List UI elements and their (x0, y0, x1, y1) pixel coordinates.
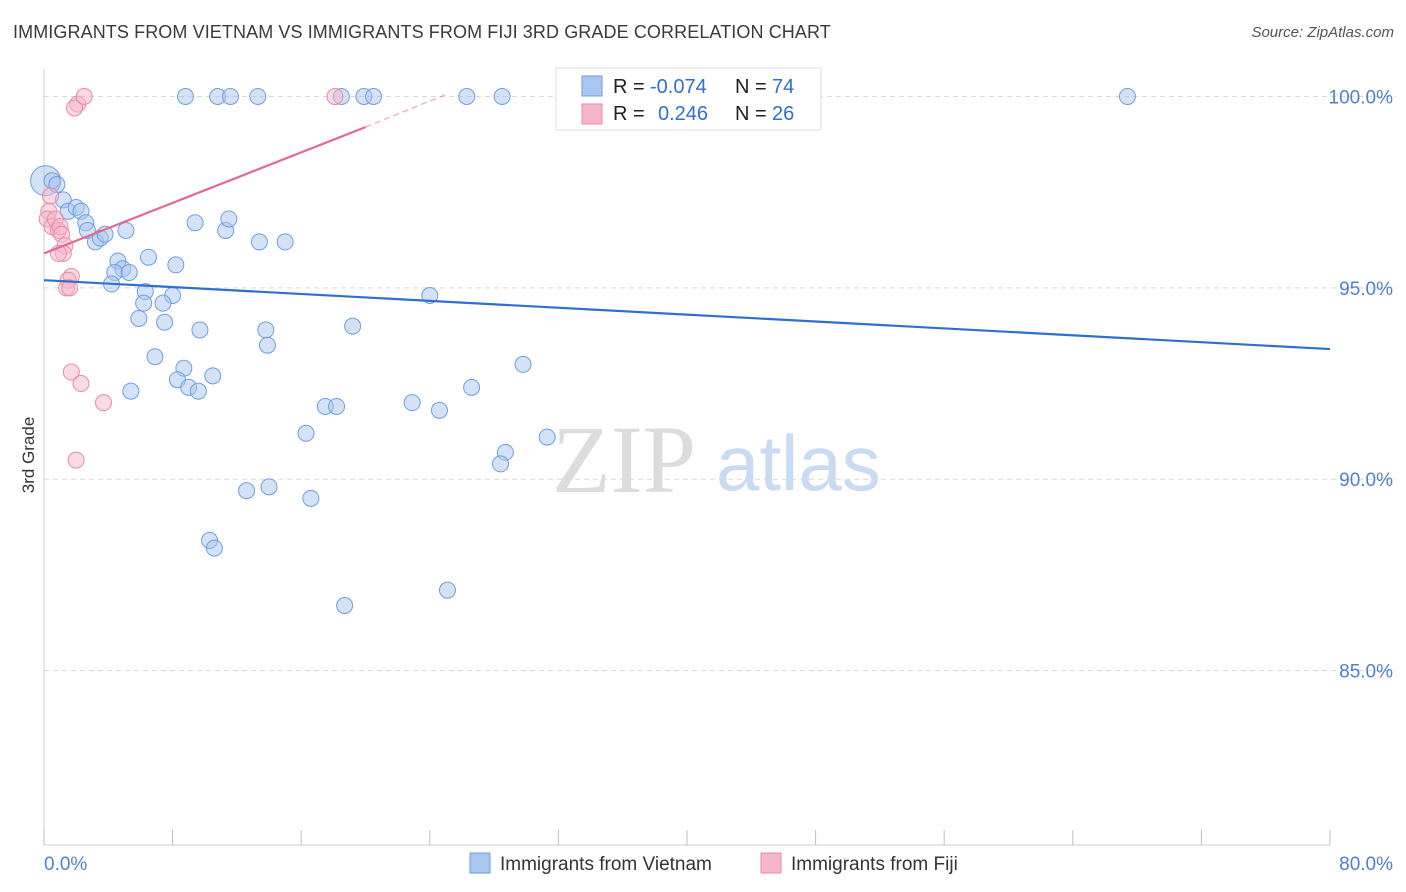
gridlines (44, 96, 1395, 672)
point-vietnam-67 (458, 88, 476, 105)
point-fiji-22 (326, 88, 344, 105)
point-vietnam-42 (403, 394, 421, 412)
legend-swatch-vietnam (581, 75, 603, 97)
chart-source: Source: ZipAtlas.com (1251, 24, 1394, 41)
point-vietnam-39 (463, 378, 481, 396)
point-vietnam-36 (122, 382, 140, 400)
legend-r-label-vietnam: R = (613, 76, 645, 98)
point-fiji-20 (66, 99, 84, 117)
stats-legend: R = -0.074 N = 74 R = 0.246 N = 26 (555, 67, 822, 131)
legend-n-label-vietnam: N = (735, 76, 767, 98)
trend-line-fiji-extension (365, 94, 447, 128)
watermark: ZIP atlas (552, 406, 881, 513)
point-vietnam-48 (238, 482, 256, 500)
trend-line-fiji (43, 126, 366, 255)
point-vietnam-28 (258, 336, 276, 354)
chart-title: IMMIGRANTS FROM VIETNAM VS IMMIGRANTS FR… (13, 22, 831, 42)
point-vietnam-35 (514, 355, 532, 373)
point-vietnam-53 (336, 596, 354, 614)
point-vietnam-43 (430, 401, 448, 419)
point-fiji-17 (94, 394, 112, 412)
point-fiji-21 (75, 88, 93, 105)
point-vietnam-24 (130, 309, 148, 327)
point-vietnam-68 (493, 88, 511, 105)
point-vietnam-26 (191, 321, 209, 339)
legend-n-value-fiji: 26 (772, 103, 794, 125)
trend-line-vietnam (43, 279, 1331, 351)
point-vietnam-52 (205, 539, 223, 557)
y-tick-label-0: 85.0% (1339, 662, 1393, 683)
data-points (30, 88, 1136, 614)
point-vietnam-41 (328, 397, 346, 415)
series-legend-swatch-vietnam (469, 852, 491, 874)
point-vietnam-12 (117, 221, 135, 239)
series-legend-label-vietnam: Immigrants from Vietnam (500, 854, 712, 875)
point-vietnam-66 (365, 88, 383, 105)
y-axis-label: 3rd Grade (19, 417, 38, 494)
point-vietnam-33 (204, 367, 222, 385)
series-legend-swatch-fiji (760, 852, 782, 874)
y-tick-label-3: 100.0% (1329, 88, 1394, 109)
point-vietnam-69 (1118, 88, 1136, 105)
point-vietnam-19 (167, 256, 185, 274)
point-vietnam-49 (260, 478, 278, 496)
x-tick-labels: 0.0% 80.0% (44, 854, 1393, 875)
legend-r-value-fiji: 0.246 (658, 103, 708, 125)
watermark-zip: ZIP (552, 406, 696, 513)
legend-n-value-vietnam: 74 (772, 76, 794, 98)
point-fiji-18 (67, 451, 85, 469)
legend-swatch-fiji (581, 103, 603, 125)
legend-n-label-fiji: N = (735, 103, 767, 125)
point-vietnam-27 (257, 321, 275, 339)
point-vietnam-50 (302, 489, 320, 507)
point-vietnam-62 (221, 88, 239, 105)
legend-r-value-vietnam: -0.074 (650, 76, 707, 98)
axes (43, 69, 1331, 846)
point-vietnam-55 (186, 214, 204, 232)
point-fiji-14 (61, 279, 79, 297)
y-tick-label-2: 95.0% (1339, 279, 1393, 300)
point-vietnam-38 (189, 382, 207, 400)
point-vietnam-18 (139, 248, 157, 266)
point-vietnam-16 (120, 264, 138, 282)
point-vietnam-54 (438, 581, 456, 599)
point-vietnam-30 (421, 287, 439, 305)
point-vietnam-44 (297, 424, 315, 442)
x-tick-label-0: 0.0% (44, 854, 87, 875)
point-vietnam-22 (135, 294, 153, 312)
point-fiji-16 (72, 375, 90, 393)
point-fiji-15 (62, 363, 80, 381)
point-vietnam-57 (220, 210, 238, 228)
point-vietnam-25 (156, 313, 174, 331)
point-vietnam-47 (492, 455, 510, 473)
point-vietnam-23 (154, 294, 172, 312)
y-tick-labels: 85.0% 90.0% 95.0% 100.0% (1329, 88, 1394, 683)
point-vietnam-59 (276, 233, 294, 251)
point-vietnam-31 (146, 348, 164, 366)
point-vietnam-63 (249, 88, 267, 105)
point-vietnam-29 (344, 317, 362, 335)
series-legend-label-fiji: Immigrants from Fiji (791, 854, 958, 875)
point-vietnam-58 (250, 233, 268, 251)
point-fiji-0 (41, 187, 59, 205)
series-legend: Immigrants from Vietnam Immigrants from … (469, 852, 958, 875)
watermark-atlas: atlas (716, 419, 881, 507)
legend-r-label-fiji: R = (613, 103, 645, 125)
point-vietnam-60 (176, 88, 194, 105)
y-tick-label-1: 90.0% (1339, 470, 1393, 491)
point-vietnam-45 (538, 428, 556, 446)
x-tick-label-1: 80.0% (1339, 854, 1393, 875)
trend-lines (43, 94, 1331, 351)
